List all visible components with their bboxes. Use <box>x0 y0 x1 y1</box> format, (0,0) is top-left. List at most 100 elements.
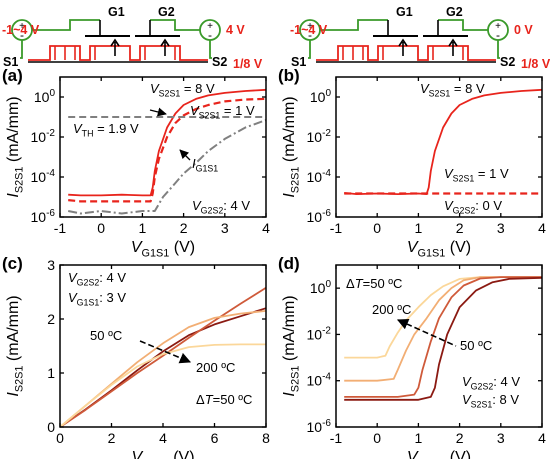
x-tick-label: 6 <box>211 430 219 446</box>
x-tick-label: 2 <box>456 220 464 236</box>
y-tick-label: 100 <box>34 88 56 105</box>
x-axis-label: VG1S1 (V) <box>407 449 471 459</box>
panel-letter: (b) <box>278 66 300 85</box>
series-line-3 <box>68 119 267 215</box>
annotation-arrow <box>396 319 457 347</box>
g2-label: G2 <box>158 5 175 19</box>
g2-label: G2 <box>446 5 463 19</box>
circuit-right-voltage: 0 V <box>514 23 533 37</box>
annotation-vg: VG2S2: 4 V <box>68 270 126 288</box>
s2-voltage: 1/8 V <box>521 57 550 71</box>
chart-panel-a: -1 0 1 2 3 4 10-6 10-4 10-2 100 VG1S1 (V) IS2S1 (mA… <box>2 66 270 259</box>
annotation-ig: IG1S1 <box>192 156 218 174</box>
x-tick-label: 3 <box>497 220 505 236</box>
x-tick-label: 1 <box>415 430 423 446</box>
series-line-1 <box>344 276 542 382</box>
x-tick-label: 3 <box>497 430 505 446</box>
series-line-3 <box>344 276 543 401</box>
circuit-schematic-b: + - + - -1~4 V 0 V S1 S2 1/8 V G1 G2 <box>290 5 550 71</box>
circuit-right-voltage: 4 V <box>226 23 245 37</box>
x-tick-label: 4 <box>538 430 546 446</box>
x-tick-label: 2 <box>180 220 188 236</box>
x-axis-label: VG1S1 (V) <box>407 239 471 259</box>
y-tick-label: 2 <box>47 311 55 327</box>
annotation-vg1: VG1S1: 3 V <box>68 290 126 308</box>
series-line-1 <box>59 286 267 428</box>
y-tick-label: 10-2 <box>31 128 56 145</box>
plot-frame <box>59 76 267 218</box>
x-tick-label: 0 <box>97 220 105 236</box>
plot-frame <box>335 76 543 218</box>
annotation-dt: ΔT=50 ºC <box>346 276 402 291</box>
x-tick-label: 0 <box>373 220 381 236</box>
arrow-up-icon <box>160 38 170 56</box>
g1-label: G1 <box>396 5 413 19</box>
annotation-t200: 200 ºC <box>196 360 235 375</box>
chart-panel-b: -1 0 1 2 3 4 10-6 10-4 10-2 100 VG1S1 (V) IS2S1 (mA… <box>278 66 546 259</box>
y-tick-label: 100 <box>310 279 332 296</box>
x-tick-label: 3 <box>221 220 229 236</box>
y-tick-label: 0 <box>47 419 55 435</box>
panel-letter: (a) <box>2 66 23 85</box>
s2-label: S2 <box>500 55 515 69</box>
annotation-arrow <box>139 340 192 364</box>
y-axis-label: IS2S1 (mA/mm) <box>281 295 301 396</box>
y-tick-label: 100 <box>310 88 332 105</box>
plus-sign: + <box>207 21 213 32</box>
s1-label: S1 <box>3 55 18 69</box>
y-tick-label: 10-6 <box>31 208 56 225</box>
plus-sign: + <box>19 21 25 32</box>
annotation-vs1: VS2S1 = 1 V <box>190 103 255 121</box>
plus-sign: + <box>307 21 313 32</box>
annotation-vs8: VS2S1 = 8 V <box>150 81 215 99</box>
circuit-left-voltage: -1~4 V <box>2 23 40 37</box>
minus-sign: - <box>20 28 24 42</box>
annotation-t200: 200 ºC <box>372 302 411 317</box>
annotation-vg: VG2S2: 0 V <box>444 198 502 216</box>
chart-panel-c: 0 2 4 6 8 0 1 2 3 VS2S1 (V) IS2S1 (mA/mm) (c) VG2S2:… <box>2 254 270 459</box>
annotation-t50: 50 ºC <box>460 338 492 353</box>
x-tick-label: 4 <box>159 430 167 446</box>
x-tick-label: 0 <box>56 430 64 446</box>
series-line-2 <box>344 276 542 398</box>
x-tick-label: 2 <box>456 430 464 446</box>
y-tick-label: 10-4 <box>307 168 332 185</box>
annotation-vg: VG2S2: 4 V <box>462 374 520 392</box>
y-tick-label: 10-2 <box>307 325 332 342</box>
plot-frame <box>335 264 543 428</box>
annotation-vs1: VS2S1 = 1 V <box>444 166 509 184</box>
panel-letter: (c) <box>2 254 23 273</box>
chart-panel-d: -1 0 1 2 3 4 10-6 10-4 10-2 100 VG1S1 (V) IS2S1 (mA… <box>278 254 546 459</box>
arrow-up-icon <box>110 38 120 56</box>
s2-label: S2 <box>212 55 227 69</box>
y-tick-label: 10-2 <box>307 128 332 145</box>
y-tick-label: 10-4 <box>31 168 56 185</box>
annotation-dt: ΔT=50 ºC <box>196 392 252 407</box>
x-tick-label: 2 <box>108 430 116 446</box>
x-tick-label: 1 <box>139 220 147 236</box>
annotation-vg: VG2S2: 4 V <box>192 198 250 216</box>
y-tick-label: 10-6 <box>307 418 332 435</box>
series-line-0 <box>68 88 267 197</box>
y-tick-label: 3 <box>47 257 55 273</box>
arrow-up-icon <box>448 38 458 56</box>
series-line-3 <box>59 343 266 428</box>
x-axis-label: VG1S1 (V) <box>131 239 195 259</box>
annotation-t50: 50 ºC <box>90 328 122 343</box>
minus-sign: - <box>308 28 312 42</box>
plus-sign: + <box>495 21 501 32</box>
x-tick-label: 0 <box>373 430 381 446</box>
y-axis-label: IS2S1 (mA/mm) <box>5 295 25 396</box>
g1-label: G1 <box>108 5 125 19</box>
x-tick-label: -1 <box>330 430 343 446</box>
minus-sign: - <box>208 28 212 42</box>
x-tick-label: 4 <box>538 220 546 236</box>
x-tick-label: 1 <box>415 220 423 236</box>
circuit-left-voltage: -1~4 V <box>290 23 328 37</box>
annotation-vs: VS2S1: 8 V <box>462 392 519 410</box>
s2-voltage: 1/8 V <box>233 57 263 71</box>
y-axis-label: IS2S1 (mA/mm) <box>5 96 25 197</box>
annotation-arrow <box>149 107 167 117</box>
series-line-1 <box>68 97 267 203</box>
